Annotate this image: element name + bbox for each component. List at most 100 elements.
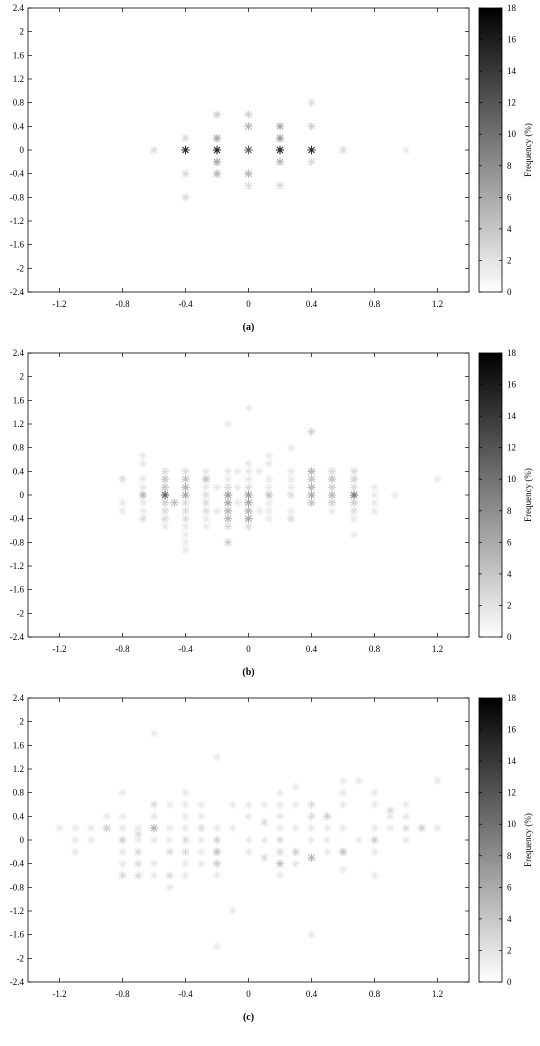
data-point [160, 498, 170, 507]
data-point [165, 823, 174, 833]
data-point [338, 145, 348, 155]
data-point [233, 483, 242, 492]
data-point [165, 883, 174, 892]
data-point [286, 483, 296, 492]
data-point [323, 812, 332, 821]
y-tick-label: 1.6 [13, 50, 25, 60]
colorbar-tick-label: 12 [507, 788, 516, 798]
data-point [244, 847, 253, 857]
data-point [165, 847, 174, 857]
data-point [260, 853, 269, 862]
data-point [244, 812, 253, 821]
data-point [212, 835, 222, 845]
data-point [433, 776, 442, 786]
data-point [181, 823, 190, 833]
data-point [181, 522, 190, 531]
data-point [307, 122, 316, 131]
data-point [286, 514, 296, 523]
data-point [307, 490, 316, 500]
data-point [338, 823, 348, 833]
data-point [307, 498, 316, 507]
data-point [181, 193, 190, 202]
data-point [212, 110, 222, 119]
data-point [149, 835, 159, 845]
data-point [370, 835, 379, 845]
y-tick-label: -0.4 [10, 859, 25, 869]
colorbar-label: Frequency (%) [523, 123, 533, 177]
data-point [307, 474, 316, 484]
colorbar-tick-label: 6 [507, 192, 512, 202]
data-point [338, 776, 348, 786]
data-point [212, 859, 222, 868]
colorbar-tick-label: 18 [507, 348, 517, 358]
data-point [255, 467, 264, 476]
data-point [181, 871, 190, 880]
colorbar-tick-label: 4 [507, 224, 512, 234]
data-point [223, 483, 233, 492]
data-point [307, 145, 316, 155]
data-point [370, 871, 379, 880]
data-point [86, 823, 96, 833]
colorbar-tick-label: 18 [507, 3, 517, 13]
data-point [228, 800, 237, 809]
data-point [386, 812, 395, 821]
y-tick-label: -1.6 [10, 240, 25, 250]
y-tick-label: -0.4 [10, 514, 25, 524]
data-point [134, 835, 143, 845]
panel-label: (a) [243, 322, 255, 333]
data-point [138, 451, 148, 460]
x-tick-label: 0.8 [369, 989, 381, 999]
colorbar-tick-label: 12 [507, 443, 516, 453]
x-tick-label: -0.4 [178, 989, 193, 999]
data-point [244, 110, 253, 119]
y-tick-label: -0.8 [10, 192, 25, 202]
colorbar-tick-label: 8 [507, 851, 512, 861]
data-point [181, 498, 190, 507]
data-point [349, 467, 359, 476]
data-point [181, 847, 190, 857]
data-point [307, 853, 316, 862]
data-point [181, 467, 190, 476]
data-point [291, 782, 300, 791]
x-tick-label: 0.4 [306, 644, 318, 654]
data-point [307, 835, 316, 845]
data-point [160, 506, 170, 516]
data-point [138, 474, 148, 484]
colorbar-tick-label: 6 [507, 537, 512, 547]
y-tick-label: -2 [17, 608, 25, 618]
data-point [244, 459, 253, 468]
data-point [102, 823, 111, 833]
colorbar-label: Frequency (%) [523, 813, 533, 867]
colorbar-tick-label: 8 [507, 506, 512, 516]
data-point [212, 483, 222, 492]
data-point [138, 483, 148, 492]
chart-panel-1: -2.4 -2 -1.6 -1.2 -0.8 -0.4 0 0.4 0.8 1.2 1.6 2 2.4 -… [10, 3, 533, 333]
colorbar [478, 352, 503, 638]
y-tick-label: 2 [20, 27, 25, 37]
data-point [286, 443, 296, 452]
data-point [307, 812, 316, 821]
data-point [338, 847, 348, 857]
y-tick-label: 0.4 [13, 121, 25, 131]
data-point [286, 474, 296, 484]
data-point [160, 483, 170, 492]
y-tick-label: -1.6 [10, 930, 25, 940]
data-point [349, 498, 359, 507]
y-tick-label: 2.4 [13, 348, 25, 358]
data-point [134, 847, 143, 857]
data-point [223, 419, 233, 429]
data-point [170, 498, 179, 507]
data-point [181, 474, 190, 484]
y-tick-label: 0.4 [13, 466, 25, 476]
x-tick-label: -1.2 [52, 989, 66, 999]
data-point [244, 498, 253, 507]
data-point [212, 847, 222, 857]
data-point [370, 800, 379, 809]
x-tick-label: 0 [246, 989, 251, 999]
data-point [160, 467, 170, 476]
colorbar-tick-label: 18 [507, 693, 517, 703]
data-point [349, 530, 359, 539]
data-point [327, 498, 337, 507]
data-point [228, 823, 237, 833]
